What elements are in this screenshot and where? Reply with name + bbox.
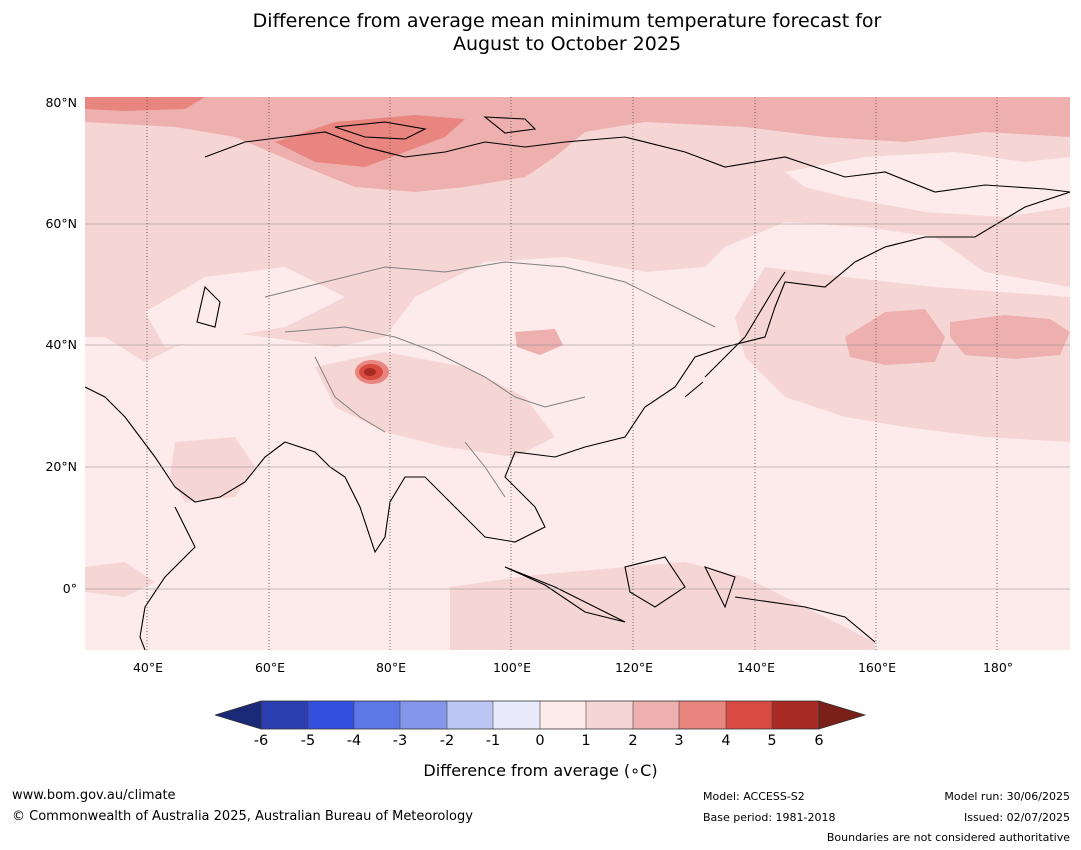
lat-label-40n: 40°N bbox=[45, 337, 77, 352]
coastline-india bbox=[284, 441, 446, 554]
colorbar-bin-m4-m3 bbox=[354, 701, 400, 729]
colorbar-tick-2: 2 bbox=[628, 733, 638, 749]
anomaly-region-0-1-siberia bbox=[785, 152, 1070, 217]
lat-label-20n: 20°N bbox=[45, 459, 77, 474]
lon-label-140e: 140°E bbox=[736, 660, 775, 675]
anomaly-region-2-3-china bbox=[515, 329, 563, 355]
colorbar-label: Difference from average (∘C) bbox=[423, 761, 658, 780]
coastline-africa bbox=[139, 506, 196, 650]
coastline-arabia bbox=[85, 386, 286, 503]
map-title-line2: August to October 2025 bbox=[452, 33, 682, 55]
footer-disclaimer: Boundaries are not considered authoritat… bbox=[826, 831, 1070, 844]
map-title-line1: Difference from average mean minimum tem… bbox=[252, 10, 882, 32]
colorbar-bin-3-4 bbox=[679, 701, 726, 729]
colorbar-tick-m3: -3 bbox=[392, 733, 408, 749]
footer-url: www.bom.gov.au/climate bbox=[12, 788, 176, 803]
footer-issued: Issued: 02/07/2025 bbox=[963, 811, 1070, 824]
colorbar-bin-1-2 bbox=[586, 701, 633, 729]
colorbar-bin-m3-m2 bbox=[400, 701, 447, 729]
lon-label-160e: 160°E bbox=[857, 660, 896, 675]
border-china-south bbox=[434, 351, 586, 408]
forecast-map bbox=[85, 97, 1070, 650]
coastline-caspian bbox=[196, 285, 221, 328]
colorbar-separators bbox=[307, 701, 773, 729]
colorbar-tick-m2: -2 bbox=[439, 733, 455, 749]
lon-label-40e: 40°E bbox=[132, 660, 164, 675]
anomaly-region-2-3-pacific-west bbox=[845, 309, 945, 365]
border-pakistan bbox=[314, 356, 386, 433]
colorbar-bin-4-5 bbox=[726, 701, 772, 729]
colorbar-bin-m6-m5 bbox=[261, 701, 308, 729]
footer-base-period: Base period: 1981-2018 bbox=[703, 811, 836, 824]
colorbar-bin-m1-0 bbox=[493, 701, 540, 729]
border-russia bbox=[264, 261, 716, 328]
colorbar-tick-0: 0 bbox=[535, 733, 545, 749]
coastlines bbox=[85, 116, 1070, 650]
colorbar-tick-4: 4 bbox=[721, 733, 731, 749]
colorbar-bin-0-1 bbox=[540, 701, 586, 729]
footer-model-run: Model run: 30/06/2025 bbox=[944, 790, 1070, 803]
colorbar-tick-m6: -6 bbox=[253, 733, 269, 749]
lon-label-180: 180° bbox=[982, 660, 1014, 675]
graticule bbox=[85, 223, 1070, 590]
colorbar-tick-5: 5 bbox=[767, 733, 777, 749]
colorbar-tick-6: 6 bbox=[814, 733, 824, 749]
colorbar-tick-1: 1 bbox=[581, 733, 591, 749]
anomaly-region-1-2-africa bbox=[85, 562, 155, 597]
colorbar-bin-m2-m1 bbox=[447, 701, 493, 729]
map-title: Difference from average mean minimum tem… bbox=[0, 10, 1081, 56]
coastline-japan bbox=[684, 271, 786, 398]
lon-label-120e: 120°E bbox=[614, 660, 653, 675]
anomaly-region-1-2-arabia bbox=[170, 437, 255, 502]
coastline-maritime bbox=[504, 556, 876, 643]
lon-label-60e: 60°E bbox=[254, 660, 286, 675]
colorbar-bin-m5-m4 bbox=[308, 701, 354, 729]
anomaly-region-2-3-arctic bbox=[85, 97, 1070, 192]
border-central-asia bbox=[284, 326, 436, 353]
coastline-arctic bbox=[204, 131, 1070, 193]
anomaly-region-1-2-equatorial bbox=[450, 562, 875, 650]
colorbar bbox=[215, 700, 867, 730]
lon-label-80e: 80°E bbox=[375, 660, 407, 675]
colorbar-extend-high bbox=[818, 700, 867, 730]
footer-copyright: © Commonwealth of Australia 2025, Austra… bbox=[12, 809, 473, 824]
anomaly-region-2-3-pacific-east bbox=[950, 315, 1070, 359]
colorbar-bin-2-3 bbox=[633, 701, 679, 729]
anomaly-region-0-1-asia bbox=[145, 267, 345, 347]
meridians bbox=[146, 97, 998, 650]
coastline-pacific-asia bbox=[444, 191, 1070, 543]
lat-label-60n: 60°N bbox=[45, 216, 77, 231]
hotspot-5-6 bbox=[364, 368, 376, 376]
anomaly-region-3-4-arctic-edge bbox=[85, 97, 205, 111]
colorbar-tick-m4: -4 bbox=[346, 733, 362, 749]
colorbar-tick-m1: -1 bbox=[485, 733, 501, 749]
lon-label-100e: 100°E bbox=[492, 660, 531, 675]
colorbar-bin-5-6 bbox=[772, 701, 819, 729]
coastline-arctic-islands bbox=[334, 116, 537, 140]
lat-label-80n: 80°N bbox=[45, 95, 77, 110]
footer-model: Model: ACCESS-S2 bbox=[703, 790, 805, 803]
colorbar-tick-m5: -5 bbox=[300, 733, 316, 749]
colorbar-extend-low bbox=[215, 700, 262, 730]
colorbar-tick-3: 3 bbox=[674, 733, 684, 749]
lat-label-0: 0° bbox=[62, 581, 77, 596]
